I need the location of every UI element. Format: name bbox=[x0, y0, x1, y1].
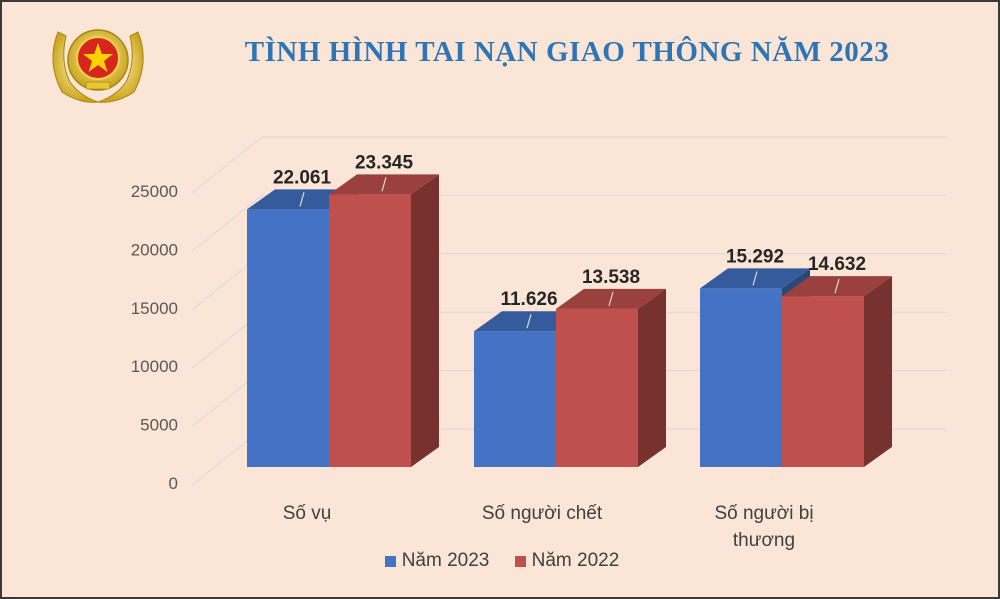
y-tick-label: 10000 bbox=[131, 357, 178, 376]
y-tick-label: 0 bbox=[169, 474, 178, 493]
data-label: 13.538 bbox=[582, 267, 640, 288]
bar-front bbox=[329, 194, 411, 468]
chart-title: TÌNH HÌNH TAI NẠN GIAO THÔNG NĂM 2023 bbox=[244, 36, 890, 68]
data-label: 23.345 bbox=[355, 152, 414, 173]
bar-side bbox=[638, 288, 666, 467]
x-category-label: Số vụ bbox=[283, 503, 332, 524]
x-category-label: Số người chết bbox=[482, 503, 603, 524]
bar-front bbox=[782, 296, 864, 467]
x-category-label: thương bbox=[733, 530, 795, 551]
data-label: 22.061 bbox=[273, 167, 332, 188]
y-tick-label: 20000 bbox=[131, 240, 178, 259]
police-emblem-icon bbox=[52, 29, 144, 103]
y-tick-label: 25000 bbox=[131, 182, 178, 201]
legend-swatch-2022 bbox=[514, 555, 526, 567]
bar-front bbox=[247, 209, 329, 467]
y-tick-label: 5000 bbox=[140, 416, 178, 435]
legend-item-2023: Năm 2023 bbox=[384, 550, 490, 572]
data-label: 14.632 bbox=[808, 254, 866, 275]
data-label: 15.292 bbox=[726, 246, 784, 267]
bar-front bbox=[700, 288, 782, 467]
legend-label-2022: Năm 2022 bbox=[531, 550, 620, 571]
y-tick-label: 15000 bbox=[131, 299, 178, 318]
bar-side bbox=[864, 276, 892, 467]
bar-front bbox=[556, 308, 638, 467]
legend-label-2023: Năm 2023 bbox=[401, 550, 490, 571]
legend-item-2022: Năm 2022 bbox=[514, 550, 620, 572]
legend-swatch-2023 bbox=[384, 555, 396, 567]
legend: Năm 2023 Năm 2022 bbox=[2, 550, 998, 573]
bar-front bbox=[474, 331, 556, 467]
bar-side bbox=[411, 174, 439, 468]
x-category-label: Số người bị bbox=[714, 503, 813, 524]
data-label: 11.626 bbox=[500, 289, 557, 310]
